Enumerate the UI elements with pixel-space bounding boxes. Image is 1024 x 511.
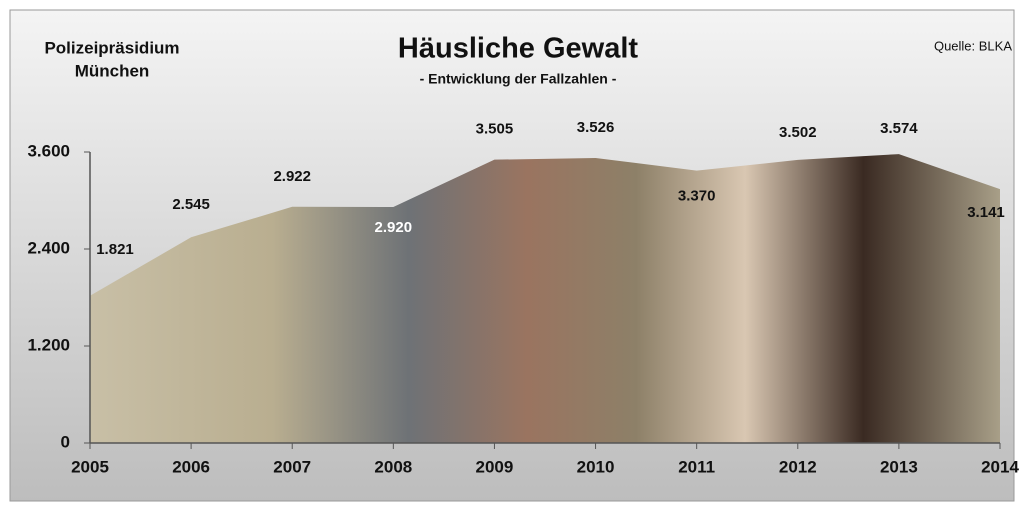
chart: Polizeipräsidium München Häusliche Gewal… <box>0 0 1024 511</box>
organization: Polizeipräsidium <box>44 38 179 57</box>
source: Quelle: BLKA <box>934 38 1012 53</box>
value-label: 2.920 <box>375 219 413 236</box>
value-label: 3.141 <box>967 204 1005 221</box>
value-label: 3.502 <box>779 124 817 141</box>
y-tick-label: 1.200 <box>27 335 70 354</box>
chart-title: Häusliche Gewalt <box>398 33 638 65</box>
value-label: 3.505 <box>476 121 514 138</box>
x-tick-label: 2014 <box>981 457 1019 476</box>
chart-subtitle: - Entwicklung der Fallzahlen - <box>420 71 617 87</box>
organization: München <box>75 61 150 80</box>
x-tick-label: 2012 <box>779 457 817 476</box>
value-label: 2.545 <box>172 196 210 213</box>
x-tick-label: 2008 <box>374 457 412 476</box>
y-tick-label: 2.400 <box>27 238 70 257</box>
page: {"chart_data": {"type": "area", "title":… <box>0 0 1024 511</box>
y-tick-label: 0 <box>61 432 70 451</box>
value-label: 3.370 <box>678 188 716 205</box>
x-tick-label: 2011 <box>678 457 715 476</box>
x-tick-label: 2007 <box>273 457 311 476</box>
value-label: 1.821 <box>96 241 134 258</box>
x-tick-label: 2009 <box>476 457 514 476</box>
x-tick-label: 2006 <box>172 457 210 476</box>
y-tick-label: 3.600 <box>27 141 70 160</box>
value-label: 3.574 <box>880 120 918 137</box>
x-tick-label: 2010 <box>577 457 615 476</box>
value-label: 2.922 <box>273 168 311 185</box>
x-tick-label: 2005 <box>71 457 109 476</box>
x-tick-label: 2013 <box>880 457 918 476</box>
value-label: 3.526 <box>577 119 615 136</box>
